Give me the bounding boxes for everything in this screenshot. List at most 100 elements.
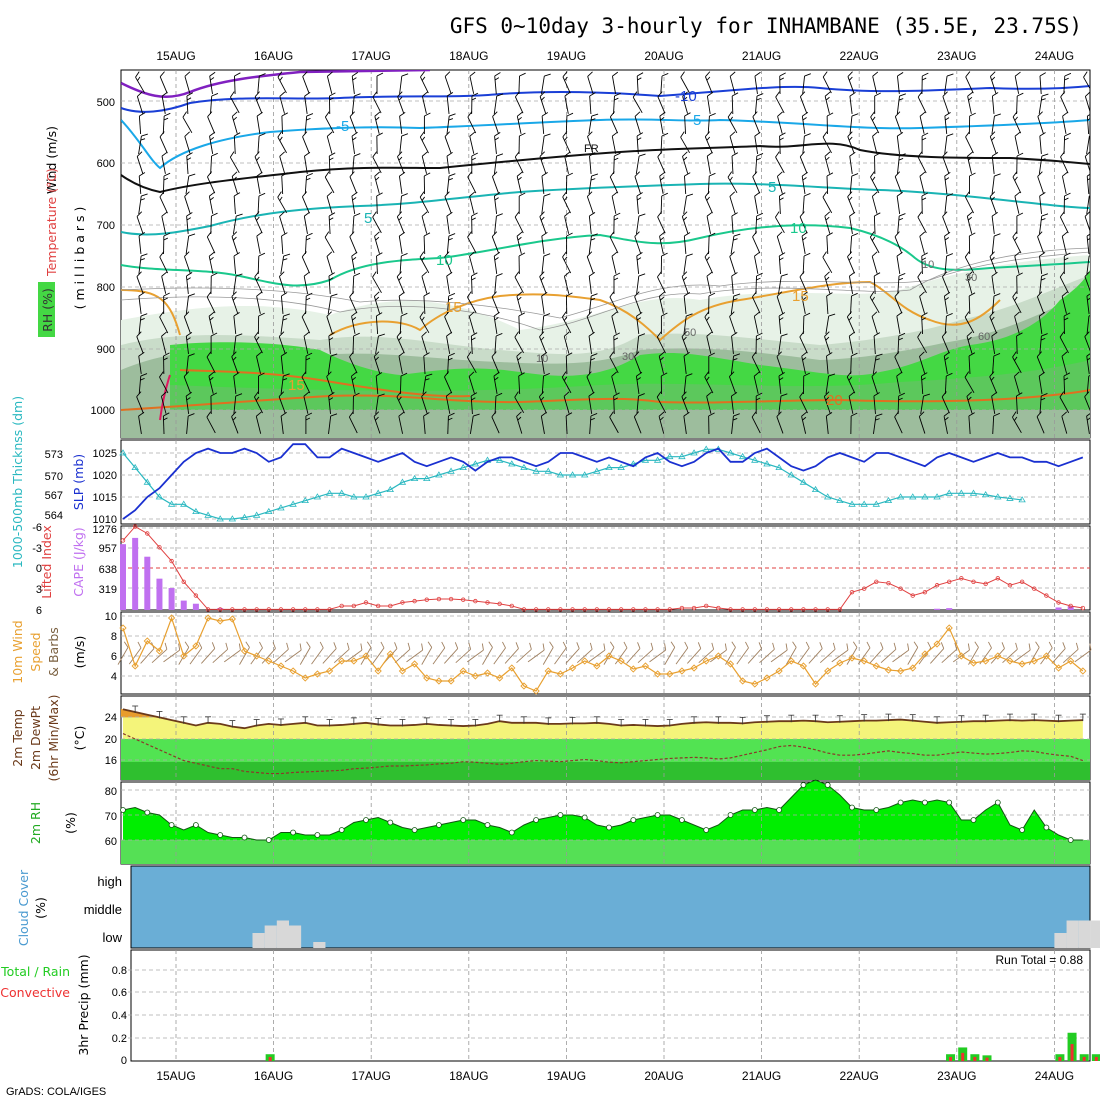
barb-flag <box>351 131 358 137</box>
barb-flag <box>1062 111 1069 117</box>
barb-shaft <box>808 648 823 664</box>
barb-shaft <box>231 176 238 194</box>
barb-flag <box>779 377 784 381</box>
wind-barb <box>802 252 811 275</box>
barb-shaft <box>455 648 471 664</box>
rh2m-point <box>435 822 442 828</box>
barb-flag <box>471 97 477 101</box>
barb-flag <box>657 211 663 218</box>
barb-flag <box>1061 411 1068 417</box>
barb-flag <box>658 351 665 357</box>
wind-barb <box>894 351 903 374</box>
wind10-point <box>410 660 419 668</box>
wind-barb <box>728 371 737 394</box>
barb-flag <box>733 298 738 301</box>
barb-flag <box>590 178 596 181</box>
barb-flag <box>792 641 797 648</box>
barb-shaft <box>562 76 571 94</box>
barb-flag <box>233 116 238 121</box>
barb-flag <box>163 117 169 121</box>
barb-shaft <box>345 649 363 663</box>
barb-shaft <box>447 295 450 315</box>
barb-flag <box>328 332 335 337</box>
wind-barb <box>423 292 430 315</box>
thickness-point <box>775 463 783 471</box>
barb-shaft <box>231 236 239 254</box>
barb-flag <box>563 256 568 261</box>
barb-shaft <box>231 356 239 374</box>
wind-barb <box>683 313 693 334</box>
wind-barb <box>398 351 405 374</box>
precip-convective-bar <box>1082 1056 1086 1061</box>
contour-label: -5 <box>688 112 701 129</box>
wind-barb <box>516 351 523 374</box>
barb-shaft <box>255 416 262 434</box>
barb-shaft <box>351 136 355 154</box>
thickness-point <box>337 489 346 496</box>
barb-shaft <box>822 76 832 94</box>
barb-shaft <box>613 95 615 115</box>
barb-flag <box>587 71 593 77</box>
li-point <box>837 607 843 612</box>
wind-barb <box>872 71 879 94</box>
barb-flag <box>989 371 995 378</box>
barb-flag <box>849 91 856 97</box>
wind-barb <box>304 91 311 114</box>
rh2m-point <box>460 817 467 823</box>
wind-barb <box>493 371 500 394</box>
barb-shaft <box>871 376 878 394</box>
wind-barb <box>138 112 146 135</box>
barb-flag <box>921 137 927 141</box>
barb-flag <box>396 211 403 217</box>
wind-barb <box>349 111 357 134</box>
barb-flag <box>871 176 876 181</box>
barb-shaft <box>491 296 500 314</box>
wind-barb <box>681 211 689 234</box>
barb-flag <box>684 112 691 117</box>
barb-shaft <box>778 336 782 354</box>
barb-flag <box>163 172 171 177</box>
thickness-point <box>593 467 601 474</box>
barb-flag <box>446 391 452 397</box>
barb-flag <box>186 331 193 337</box>
barb-flag <box>1012 111 1018 118</box>
barb-shaft <box>731 275 734 295</box>
wind-barb <box>138 172 146 195</box>
barb-flag <box>514 211 520 218</box>
barb-flag <box>1064 72 1072 77</box>
wind-barb <box>277 71 287 94</box>
wind-barb <box>1014 131 1021 154</box>
li-point <box>424 597 429 602</box>
barb-flag <box>849 151 856 157</box>
barb-flag <box>1041 93 1049 97</box>
barb-flag <box>921 377 926 381</box>
barb-flag <box>470 392 478 397</box>
barb-flag <box>303 331 310 337</box>
li-point <box>740 607 745 612</box>
contour-20-upper <box>179 369 471 398</box>
barb-shaft <box>991 216 995 234</box>
wind-barb <box>964 251 975 274</box>
li-point <box>594 607 600 612</box>
barb-flag <box>899 213 906 217</box>
barb-flag <box>233 371 240 377</box>
barb-flag <box>279 151 285 157</box>
wind-barb <box>1038 153 1049 174</box>
barb-shaft <box>327 356 332 374</box>
barb-flag <box>348 411 354 418</box>
barb-flag <box>232 296 237 301</box>
wind-barb <box>1037 111 1044 134</box>
precip-tick: 0 <box>121 1055 127 1067</box>
wind-barb <box>636 213 646 234</box>
barb-shaft <box>518 375 521 395</box>
barb-flag <box>256 411 262 417</box>
barb-flag <box>898 273 906 277</box>
barb-shaft <box>1086 196 1090 214</box>
barb-flag <box>256 216 260 221</box>
barb-shaft <box>611 376 617 394</box>
thickness-point <box>848 500 856 507</box>
wind-barb <box>349 351 358 374</box>
wind-barb <box>754 251 761 274</box>
barb-flag <box>159 191 165 198</box>
barb-flag <box>634 111 641 117</box>
